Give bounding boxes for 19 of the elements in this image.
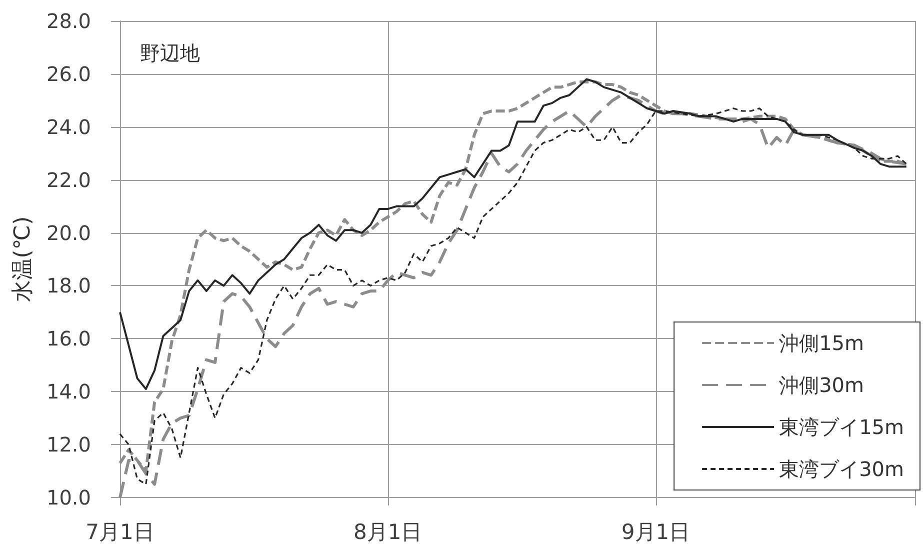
x-tick-label: 9月1日 — [621, 520, 690, 544]
y-tick-label: 24.0 — [46, 114, 91, 139]
y-tick-label: 28.0 — [46, 9, 91, 33]
legend-label: 沖側30m — [779, 373, 864, 397]
y-tick-label: 12.0 — [46, 432, 91, 457]
legend-label: 沖側15m — [779, 331, 864, 355]
legend-label: 東湾ブイ15m — [779, 415, 904, 439]
y-tick-label: 14.0 — [46, 380, 91, 404]
y-tick-label: 18.0 — [46, 274, 91, 298]
y-tick-label: 16.0 — [46, 326, 91, 351]
y-tick-label: 26.0 — [46, 62, 91, 86]
annotation: 野辺地 — [140, 41, 200, 65]
y-tick-label: 22.0 — [46, 168, 91, 192]
x-tick-label: 8月1日 — [354, 520, 422, 544]
y-tick-label: 20.0 — [46, 220, 91, 245]
x-tick-label: 7月1日 — [86, 520, 154, 544]
legend-label: 東湾ブイ30m — [779, 457, 904, 481]
y-tick-label: 10.0 — [46, 486, 91, 510]
y-axis-title: 水温(℃) — [10, 216, 36, 302]
